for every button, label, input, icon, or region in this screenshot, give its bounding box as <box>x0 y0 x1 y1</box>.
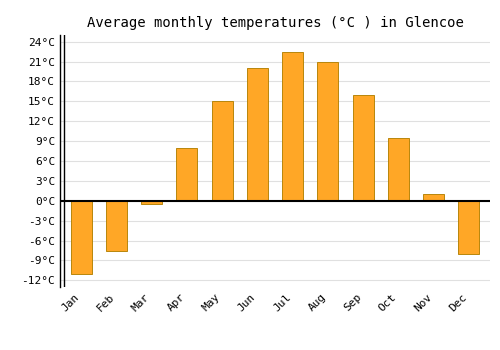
Bar <box>212 101 233 201</box>
Title: Average monthly temperatures (°C ) in Glencoe: Average monthly temperatures (°C ) in Gl… <box>86 16 464 30</box>
Bar <box>141 201 162 204</box>
Bar <box>458 201 479 254</box>
Bar <box>176 148 198 201</box>
Bar <box>70 201 92 274</box>
Bar <box>106 201 127 251</box>
Bar <box>282 51 303 201</box>
Bar <box>247 68 268 201</box>
Bar <box>318 62 338 201</box>
Bar <box>423 194 444 201</box>
Bar <box>388 138 409 201</box>
Bar <box>352 95 374 201</box>
